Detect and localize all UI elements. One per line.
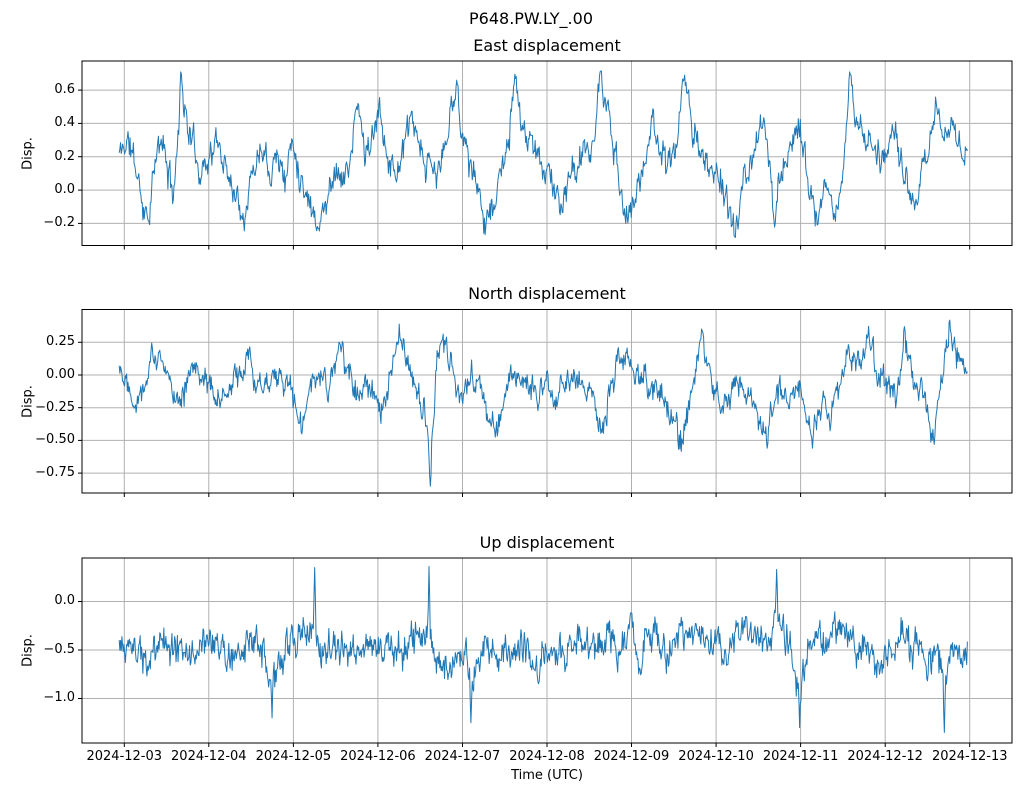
subplot-title-east: East displacement — [473, 36, 621, 55]
x-tick-label: 2024-12-07 — [424, 749, 501, 764]
subplot-up-ticks — [78, 601, 971, 747]
y-tick-label-up: −1.0 — [43, 690, 75, 706]
series-line-up — [118, 566, 968, 733]
x-tick-label: 2024-12-13 — [931, 749, 1008, 764]
y-tick-label-north: 0.25 — [46, 334, 75, 350]
subplot-east-ticks — [78, 89, 971, 250]
series-line-north — [118, 319, 968, 487]
x-axis-label: Time (UTC) — [511, 768, 583, 783]
y-tick-label-east: 0.2 — [54, 148, 75, 164]
y-tick-label-east: 0.0 — [54, 182, 75, 198]
y-tick-label-north: 0.00 — [46, 367, 75, 383]
x-tick-label: 2024-12-09 — [593, 749, 670, 764]
series-line-east — [118, 70, 968, 239]
x-tick-label: 2024-12-04 — [171, 749, 247, 764]
subplot-up-gridlines — [82, 558, 1012, 743]
y-tick-label-up: −0.5 — [43, 641, 75, 657]
y-tick-label-north: −0.50 — [35, 432, 75, 448]
x-tick-label: 2024-12-10 — [678, 749, 754, 764]
x-tick-label: 2024-12-03 — [86, 749, 163, 764]
y-tick-label-east: 0.6 — [54, 82, 75, 98]
x-tick-label: 2024-12-05 — [255, 749, 332, 764]
y-tick-label-east: 0.4 — [54, 115, 75, 131]
figure-suptitle: P648.PW.LY_.00 — [469, 9, 593, 28]
subplot-north-ticks — [78, 341, 971, 497]
x-tick-label: 2024-12-11 — [762, 749, 839, 764]
y-tick-label-up: 0.0 — [54, 593, 75, 609]
subplot-title-up: Up displacement — [479, 533, 615, 552]
x-tick-label: 2024-12-06 — [340, 749, 416, 764]
y-tick-label-east: −0.2 — [43, 215, 75, 231]
y-tick-label-north: −0.75 — [35, 465, 75, 481]
x-tick-label: 2024-12-12 — [847, 749, 923, 764]
y-tick-label-north: −0.25 — [35, 399, 75, 415]
x-tick-label: 2024-12-08 — [509, 749, 585, 764]
subplot-title-north: North displacement — [468, 284, 626, 303]
